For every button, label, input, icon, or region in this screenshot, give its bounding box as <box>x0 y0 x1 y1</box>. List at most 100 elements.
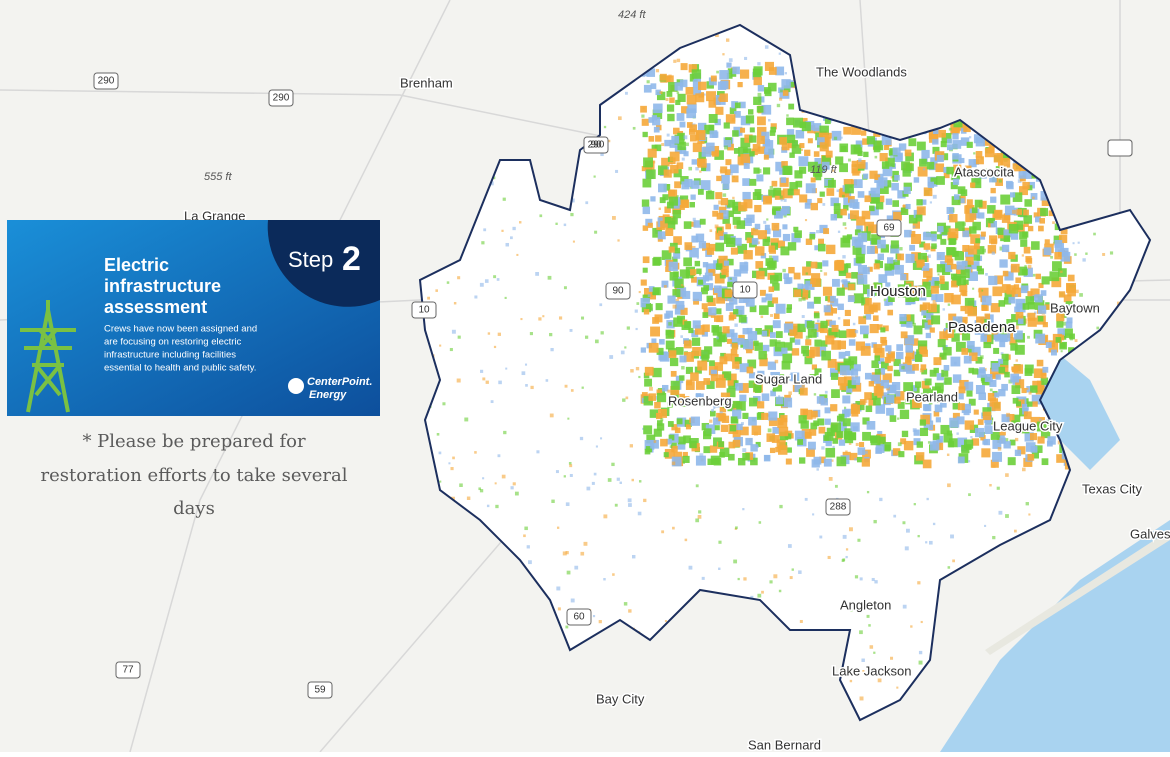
outage-dot <box>932 194 937 199</box>
outage-dot <box>946 138 952 144</box>
outage-dot <box>1074 253 1077 256</box>
outage-dot <box>862 431 871 441</box>
outage-dot <box>912 285 921 295</box>
outage-dot <box>945 322 956 333</box>
outage-dot <box>657 231 666 240</box>
outage-dot <box>939 275 945 281</box>
outage-dot <box>668 196 678 206</box>
outage-dot <box>660 418 664 422</box>
outage-dot <box>800 148 803 151</box>
outage-dot <box>922 387 931 396</box>
outage-dot <box>764 228 771 235</box>
outage-dot <box>771 435 780 443</box>
outage-dot <box>652 109 663 119</box>
outage-dot <box>698 81 707 91</box>
place: Brenham <box>400 75 453 90</box>
outage-dot <box>990 196 997 203</box>
outage-dot <box>956 392 964 400</box>
outage-dot <box>870 392 878 400</box>
outage-dot <box>813 123 822 132</box>
outage-dot <box>774 359 779 364</box>
outage-dot <box>981 304 988 311</box>
outage-dot <box>957 316 968 327</box>
outage-dot <box>897 401 905 409</box>
outage-dot <box>918 650 923 655</box>
outage-dot <box>555 222 558 225</box>
outage-dot <box>691 235 699 243</box>
outage-dot <box>756 174 764 182</box>
outage-dot <box>745 115 755 124</box>
outage-dot <box>669 357 679 367</box>
outage-dot <box>1009 439 1016 446</box>
shield-number: 90 <box>612 286 624 297</box>
outage-dot <box>761 412 769 420</box>
shield <box>583 136 609 154</box>
outage-dot <box>612 216 616 220</box>
outage-dot <box>665 98 669 102</box>
outage-dot <box>451 329 456 334</box>
outage-dot <box>801 122 811 132</box>
outage-dot <box>1066 333 1070 336</box>
outage-dot <box>510 236 513 240</box>
outage-dot <box>452 456 455 460</box>
outage-dot <box>880 327 886 333</box>
outage-dot <box>603 125 607 129</box>
outage-dot <box>825 319 833 326</box>
outage-dot <box>497 454 501 458</box>
outage-dot <box>837 317 841 320</box>
outage-dot <box>825 335 835 345</box>
outage-dot <box>940 141 947 148</box>
outage-dot <box>694 325 705 335</box>
outage-dot <box>691 330 699 337</box>
outage-dot <box>681 366 685 370</box>
outage-dot <box>1027 301 1036 310</box>
outage-dot <box>917 340 928 350</box>
outage-dot <box>726 388 736 398</box>
outage-dot <box>944 264 953 273</box>
outage-dot <box>664 448 675 459</box>
outage-dot <box>733 148 740 154</box>
outage-dot <box>948 313 957 322</box>
outage-dot <box>668 434 675 441</box>
outage-dot <box>653 428 662 437</box>
outage-dot <box>978 287 989 298</box>
outage-dot <box>906 365 915 374</box>
outage-dot <box>834 484 838 488</box>
outage-dot <box>949 214 958 223</box>
outage-dot <box>742 412 749 420</box>
outage-dot <box>837 303 844 311</box>
outage-dot <box>943 433 953 443</box>
outage-dot <box>680 307 688 315</box>
outage-dot <box>976 181 980 185</box>
outage-dot <box>951 294 961 305</box>
outage-dot <box>759 305 769 315</box>
outage-dot <box>574 565 579 570</box>
outage-dot <box>1026 257 1033 264</box>
outage-dot <box>840 279 844 283</box>
outage-dot <box>884 263 892 271</box>
outage-dot <box>789 152 795 158</box>
outage-dot <box>963 279 969 285</box>
outage-dot <box>751 238 759 245</box>
outage-dot <box>657 420 663 426</box>
outage-dot <box>492 176 496 180</box>
outage-dot <box>745 297 755 307</box>
outage-dot <box>946 144 953 151</box>
outage-dot <box>670 380 680 390</box>
outage-dot <box>814 173 822 181</box>
outage-dot <box>788 103 795 110</box>
outage-dot <box>768 67 777 75</box>
outage-dot <box>853 179 863 189</box>
outage-dot <box>936 264 946 273</box>
outage-dot <box>1025 296 1035 305</box>
outage-dot <box>659 338 665 345</box>
outage-dot <box>786 129 795 137</box>
outage-dot <box>778 445 788 455</box>
outage-dot <box>783 214 787 218</box>
outage-dot <box>712 399 720 407</box>
outage-dot <box>784 72 787 75</box>
outage-dot <box>839 163 848 173</box>
outage-dot <box>839 187 850 198</box>
outage-dot <box>556 586 561 591</box>
outage-dot <box>749 305 757 313</box>
